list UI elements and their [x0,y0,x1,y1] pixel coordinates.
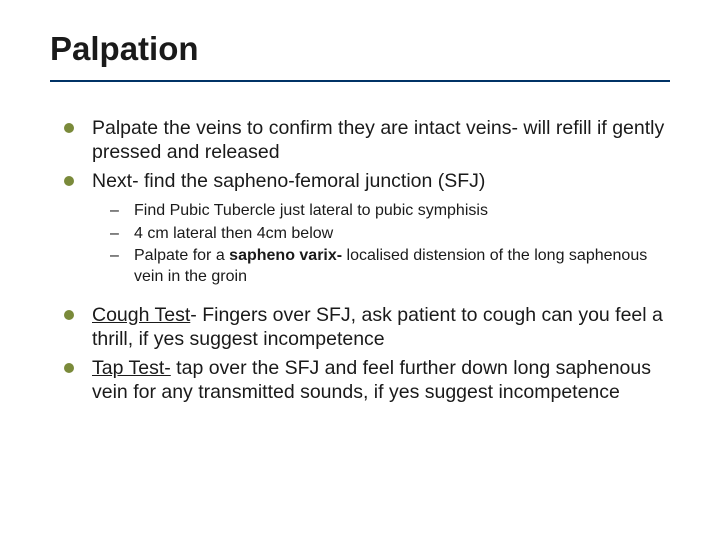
bullet-list: Cough Test- Fingers over SFJ, ask patien… [62,303,670,405]
list-item-suffix: tap over the SFJ and feel further down l… [92,357,651,403]
bullet-list: Palpate the veins to confirm they are in… [62,116,670,193]
sub-list-item-text: Find Pubic Tubercle just lateral to pubi… [134,202,488,219]
slide-title: Palpation [50,30,670,68]
list-item-text: Palpate the veins to confirm they are in… [92,117,664,163]
title-underline [50,80,670,82]
list-item: Next- find the sapheno-femoral junction … [62,169,670,193]
sub-list-item-prefix: Palpate for a [134,247,229,264]
list-item-underline: Cough Test [92,304,190,326]
list-item: Palpate the veins to confirm they are in… [62,116,670,165]
list-item-text: Next- find the sapheno-femoral junction … [92,170,485,192]
list-item: Tap Test- tap over the SFJ and feel furt… [62,356,670,405]
sub-list-item-bold: sapheno varix- [229,247,342,264]
sub-list-item-text: 4 cm lateral then 4cm below [134,225,333,242]
sub-bullet-list: Find Pubic Tubercle just lateral to pubi… [110,201,670,287]
slide-content: Palpate the veins to confirm they are in… [50,116,670,405]
sub-list-item: 4 cm lateral then 4cm below [110,224,670,244]
slide: Palpation Palpate the veins to confirm t… [0,0,720,540]
list-item: Cough Test- Fingers over SFJ, ask patien… [62,303,670,352]
sub-list-item: Find Pubic Tubercle just lateral to pubi… [110,201,670,221]
list-item-underline: Tap Test- [92,357,171,379]
sub-list-item: Palpate for a sapheno varix- localised d… [110,246,670,287]
